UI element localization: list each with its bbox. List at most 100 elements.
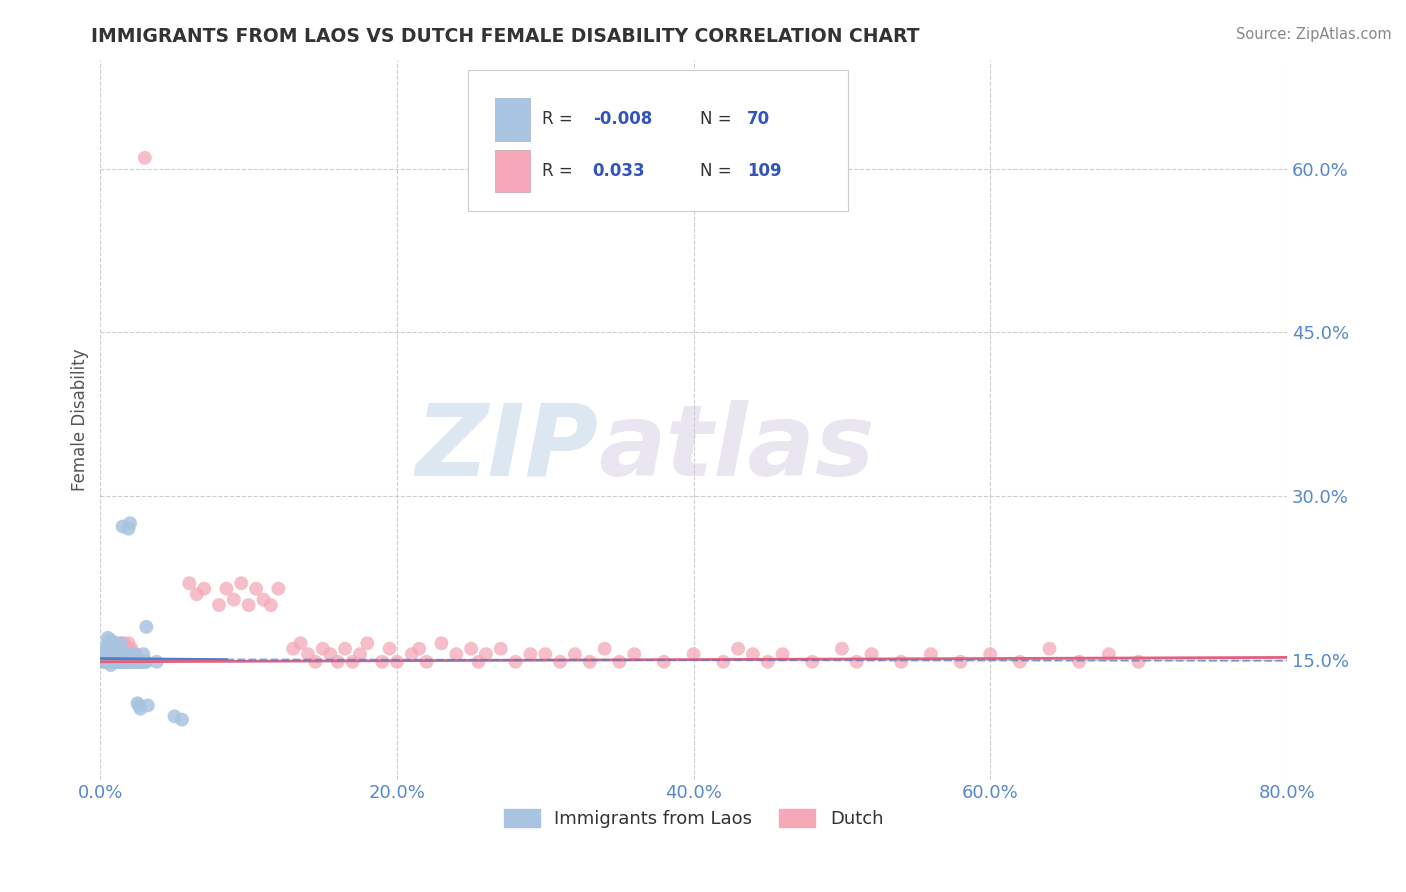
- Point: [163, 709, 186, 723]
- Point: [609, 655, 631, 669]
- Point: [96, 655, 118, 669]
- Point: [564, 647, 586, 661]
- Point: [134, 151, 156, 165]
- Point: [115, 655, 138, 669]
- Point: [96, 647, 118, 661]
- Point: [103, 639, 125, 653]
- Point: [100, 655, 122, 669]
- Point: [104, 636, 127, 650]
- Point: [114, 650, 136, 665]
- Point: [304, 655, 326, 669]
- Point: [100, 647, 122, 661]
- Point: [505, 655, 527, 669]
- Point: [114, 641, 136, 656]
- Point: [98, 650, 121, 665]
- Point: [103, 647, 125, 661]
- Point: [107, 655, 129, 669]
- Point: [112, 655, 135, 669]
- Point: [117, 636, 139, 650]
- Point: [91, 650, 114, 665]
- Point: [108, 641, 131, 656]
- Point: [534, 647, 557, 661]
- Point: [845, 655, 868, 669]
- Point: [136, 698, 159, 713]
- Point: [371, 655, 394, 669]
- Point: [96, 655, 118, 669]
- Point: [134, 655, 156, 669]
- Point: [97, 641, 120, 656]
- Point: [118, 516, 141, 531]
- Point: [132, 647, 155, 661]
- Point: [652, 655, 675, 669]
- Text: 109: 109: [747, 162, 782, 180]
- Point: [460, 641, 482, 656]
- Point: [467, 655, 489, 669]
- Point: [104, 650, 127, 665]
- Point: [111, 647, 134, 661]
- Text: Source: ZipAtlas.com: Source: ZipAtlas.com: [1236, 27, 1392, 42]
- Point: [131, 655, 153, 669]
- Point: [122, 655, 145, 669]
- Point: [135, 655, 157, 669]
- Point: [127, 655, 149, 669]
- FancyBboxPatch shape: [468, 70, 848, 211]
- Point: [297, 647, 319, 661]
- Point: [105, 647, 128, 661]
- Point: [979, 647, 1001, 661]
- Point: [121, 647, 143, 661]
- Point: [110, 641, 132, 656]
- Point: [115, 641, 138, 656]
- Point: [125, 655, 148, 669]
- Point: [101, 641, 124, 656]
- Point: [101, 636, 124, 650]
- Point: [110, 655, 132, 669]
- Point: [267, 582, 290, 596]
- Point: [108, 655, 131, 669]
- Point: [727, 641, 749, 656]
- Text: R =: R =: [541, 111, 578, 128]
- Point: [100, 650, 122, 665]
- Point: [356, 636, 378, 650]
- Y-axis label: Female Disability: Female Disability: [72, 349, 89, 491]
- Point: [756, 655, 779, 669]
- Point: [118, 647, 141, 661]
- Point: [890, 655, 912, 669]
- Point: [124, 647, 146, 661]
- Point: [548, 655, 571, 669]
- Point: [128, 655, 150, 669]
- Point: [101, 647, 124, 661]
- Point: [920, 647, 942, 661]
- Point: [107, 647, 129, 661]
- Point: [333, 641, 356, 656]
- Point: [98, 655, 121, 669]
- Point: [378, 641, 401, 656]
- Point: [446, 647, 468, 661]
- Point: [122, 647, 145, 661]
- Text: ZIP: ZIP: [416, 400, 599, 497]
- Point: [98, 655, 121, 669]
- Point: [107, 644, 129, 658]
- Point: [118, 655, 141, 669]
- Point: [107, 641, 129, 656]
- Point: [98, 647, 121, 661]
- Point: [129, 702, 152, 716]
- Text: -0.008: -0.008: [593, 111, 652, 128]
- Legend: Immigrants from Laos, Dutch: Immigrants from Laos, Dutch: [496, 802, 890, 836]
- Point: [97, 655, 120, 669]
- Point: [124, 655, 146, 669]
- Point: [103, 655, 125, 669]
- Point: [104, 655, 127, 669]
- Text: R =: R =: [541, 162, 578, 180]
- Point: [122, 650, 145, 665]
- Point: [1128, 655, 1150, 669]
- Point: [385, 655, 408, 669]
- Point: [742, 647, 765, 661]
- Point: [112, 655, 135, 669]
- Point: [107, 655, 129, 669]
- Point: [105, 655, 128, 669]
- Point: [408, 641, 430, 656]
- Point: [283, 641, 305, 656]
- Point: [134, 655, 156, 669]
- Point: [519, 647, 541, 661]
- Point: [711, 655, 734, 669]
